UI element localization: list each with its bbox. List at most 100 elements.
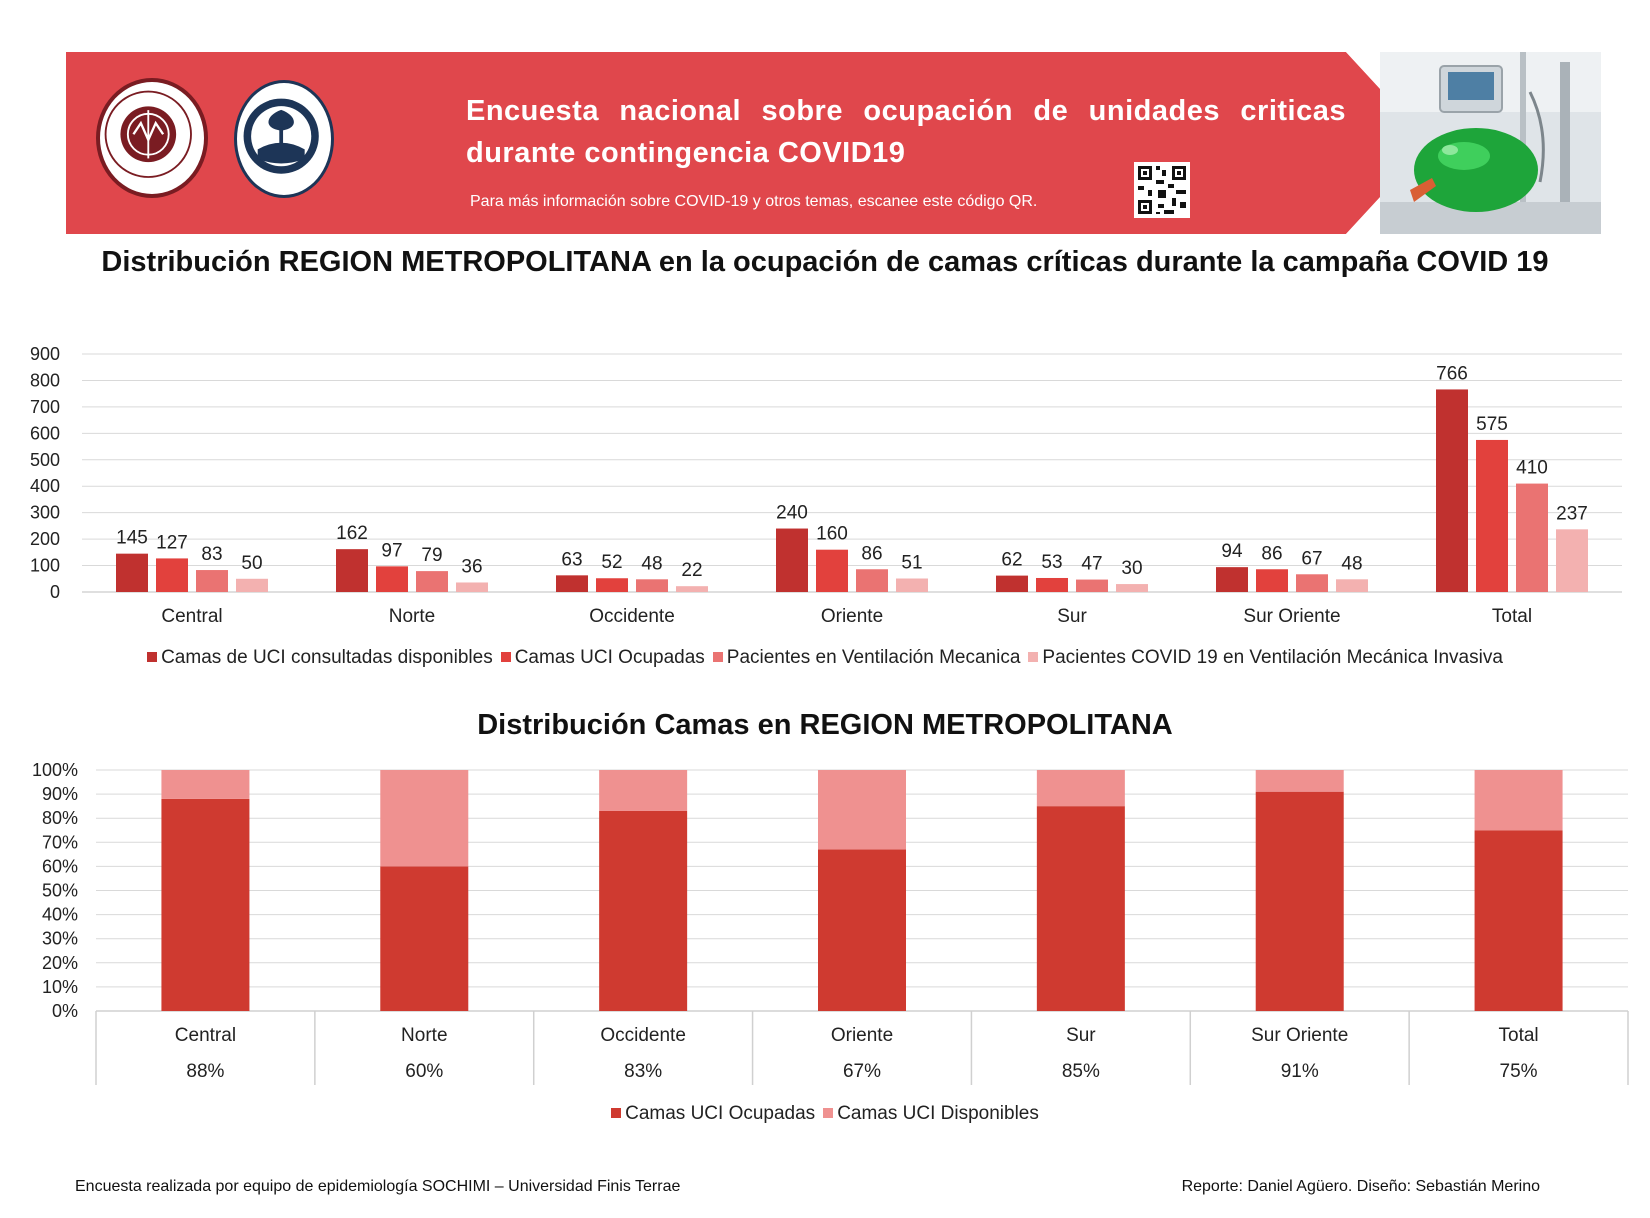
bar — [376, 566, 408, 592]
bar-value-label: 52 — [601, 552, 622, 573]
x-category-label: Occidente — [589, 606, 675, 627]
legend-item: Pacientes en Ventilación Mecanica — [712, 647, 1021, 669]
bar — [816, 549, 848, 592]
bar — [676, 586, 708, 592]
y-tick-label: 20% — [42, 953, 78, 973]
finis-terrae-logo — [234, 80, 334, 198]
legend-swatch — [611, 1108, 622, 1118]
stacked-bar-segment — [599, 770, 688, 811]
y-tick-label: 0 — [50, 582, 60, 602]
stacked-bar-segment — [818, 849, 906, 1011]
bar-value-label: 127 — [156, 532, 188, 553]
y-tick-label: 50% — [42, 881, 78, 901]
bar-value-label: 79 — [421, 545, 442, 566]
bar — [776, 528, 808, 592]
bar — [1216, 567, 1248, 592]
x-category-label: Oriente — [831, 1025, 893, 1046]
bar — [636, 579, 668, 592]
bar — [556, 575, 588, 592]
legend-item: Camas UCI Disponibles — [823, 1103, 1039, 1125]
y-tick-label: 70% — [42, 832, 78, 852]
stacked-bar-segment — [1255, 770, 1344, 792]
x-category-label: Oriente — [821, 606, 883, 627]
legend-swatch — [712, 652, 723, 662]
bar-value-label: 50 — [241, 553, 262, 574]
table-percent-label: 83% — [624, 1061, 662, 1082]
bar — [196, 570, 228, 592]
bar-value-label: 575 — [1476, 414, 1508, 435]
bar-value-label: 30 — [1121, 558, 1142, 579]
legend-label: Pacientes COVID 19 en Ventilación Mecáni… — [1042, 647, 1503, 668]
bar — [996, 575, 1028, 592]
x-category-label: Total — [1499, 1025, 1539, 1046]
bar-value-label: 83 — [201, 544, 222, 565]
bar-value-label: 97 — [381, 540, 402, 561]
y-tick-label: 300 — [30, 503, 60, 523]
bar-value-label: 22 — [681, 560, 702, 581]
qr-code-icon — [1134, 162, 1190, 218]
y-tick-label: 800 — [30, 370, 60, 390]
bar — [856, 569, 888, 592]
legend-swatch — [147, 652, 158, 662]
stacked-bar-segment — [380, 866, 469, 1011]
bar — [1076, 579, 1108, 592]
legend-item: Camas UCI Ocupadas — [611, 1103, 815, 1125]
y-tick-label: 200 — [30, 529, 60, 549]
y-tick-label: 30% — [42, 929, 78, 949]
y-tick-label: 90% — [42, 784, 78, 804]
bar — [1516, 483, 1548, 592]
legend-label: Pacientes en Ventilación Mecanica — [726, 647, 1021, 668]
footer-credit-left: Encuesta realizada por equipo de epidemi… — [75, 1178, 681, 1195]
y-tick-label: 10% — [42, 977, 78, 997]
y-tick-label: 600 — [30, 423, 60, 443]
table-percent-label: 60% — [405, 1061, 443, 1082]
bar — [456, 582, 488, 592]
chart2-plot: 0% 10% 20% 30% 40% 50% 60% 70% 80% 90% 100% Central… — [32, 760, 1629, 1085]
y-tick-label: 500 — [30, 450, 60, 470]
bar-value-label: 94 — [1221, 541, 1243, 562]
stacked-bar-segment — [599, 810, 688, 1011]
bar — [336, 549, 368, 592]
stacked-bar-segment — [1036, 806, 1125, 1011]
bar — [156, 558, 188, 592]
y-tick-label: 60% — [42, 856, 78, 876]
bar-value-label: 48 — [641, 553, 662, 574]
bar-value-label: 86 — [1261, 543, 1282, 564]
legend-label: Camas de UCI consultadas disponibles — [161, 647, 493, 668]
legend-swatch — [500, 652, 511, 662]
y-tick-label: 100% — [32, 760, 78, 780]
bar — [1256, 569, 1288, 592]
stacked-bar-segment — [1474, 830, 1563, 1011]
bar-value-label: 86 — [861, 543, 882, 564]
bar — [116, 553, 148, 592]
legend-swatch — [823, 1108, 834, 1118]
legend-label: Camas UCI Ocupadas — [625, 1103, 816, 1124]
x-category-label: Sur Oriente — [1251, 1025, 1348, 1046]
table-percent-label: 67% — [843, 1061, 881, 1082]
chart2-legend: Camas UCI Ocupadas Camas UCI Disponibles — [0, 1103, 1650, 1125]
chart1-legend: Camas de UCI consultadas disponibles Cama… — [0, 647, 1650, 669]
legend-item: Camas de UCI consultadas disponibles — [147, 647, 493, 669]
banner-subtitle: Para más información sobre COVID-19 y ot… — [470, 193, 1038, 210]
header-banner: Encuesta nacional sobre ocupación de uni… — [66, 52, 1601, 234]
x-category-label: Total — [1492, 606, 1532, 627]
bar-value-label: 48 — [1341, 553, 1362, 574]
bar-value-label: 145 — [116, 528, 148, 549]
bar — [416, 571, 448, 592]
bar-value-label: 237 — [1556, 503, 1588, 524]
bar — [1556, 529, 1588, 592]
banner-title: Encuesta nacional sobre ocupación de uni… — [466, 95, 1346, 169]
legend-item: Camas UCI Ocupadas — [500, 647, 705, 669]
bar-value-label: 62 — [1001, 550, 1022, 571]
stacked-bar-segment — [161, 770, 250, 799]
bar — [1116, 584, 1148, 592]
bar-value-label: 47 — [1081, 554, 1102, 575]
bar-value-label: 36 — [461, 556, 482, 577]
bar-value-label: 410 — [1516, 458, 1548, 479]
bar — [236, 578, 268, 592]
bar-value-label: 63 — [561, 549, 582, 570]
footer-credit-right: Reporte: Daniel Agüero. Diseño: Sebastiá… — [1181, 1178, 1540, 1195]
x-category-label: Sur Oriente — [1243, 606, 1340, 627]
sochimi-logo — [96, 78, 208, 198]
y-tick-label: 900 — [30, 344, 60, 364]
